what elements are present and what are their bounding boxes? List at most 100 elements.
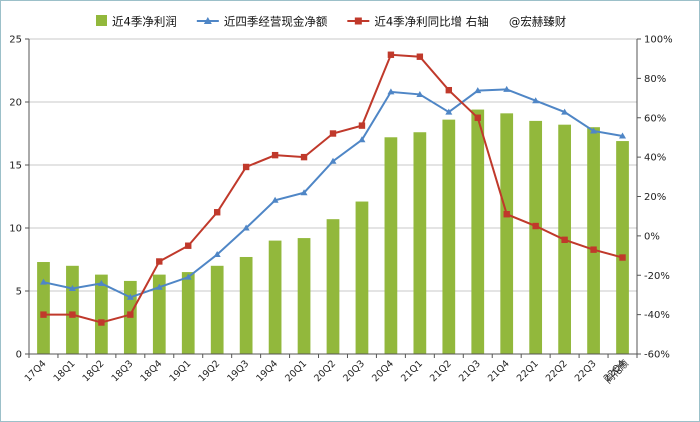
- right-tick-label: 40%: [644, 153, 666, 164]
- cashflow-point: [590, 127, 598, 134]
- x-tick-label: 19Q1: [167, 358, 193, 384]
- right-tick-label: -20%: [644, 271, 670, 282]
- yoy-growth-point: [213, 209, 221, 216]
- x-tick-label: 21Q4: [486, 358, 512, 384]
- legend-label: 近四季经营现金净额: [224, 15, 328, 29]
- bar: [95, 274, 108, 354]
- cashflow-point: [184, 273, 192, 280]
- yoy-growth-point: [242, 163, 250, 171]
- left-tick-label: 0: [16, 350, 22, 361]
- bar: [384, 137, 398, 354]
- left-axis-ticks: 0 5 10 15 20 25: [9, 35, 29, 361]
- cashflow-point: [155, 283, 163, 290]
- right-tick-label: 60%: [644, 113, 666, 124]
- yoy-growth-point: [271, 151, 279, 159]
- left-tick-label: 5: [16, 287, 22, 298]
- legend-swatch-bar: [96, 15, 107, 26]
- cashflow-point: [416, 90, 424, 97]
- yoy-growth-point: [329, 130, 337, 137]
- yoy-growth-point: [532, 222, 539, 230]
- x-tick-label: 19Q2: [196, 358, 222, 384]
- right-tick-label: 80%: [644, 74, 666, 85]
- cashflow-point: [68, 284, 76, 291]
- bar: [413, 132, 427, 354]
- bar: [616, 141, 629, 354]
- yoy-growth-point: [474, 114, 481, 121]
- x-tick-label: 18Q3: [110, 358, 136, 384]
- yoy-growth-point: [127, 311, 134, 318]
- right-tick-label: 0%: [644, 231, 660, 242]
- cashflow-point: [474, 87, 482, 94]
- left-tick-label: 25: [9, 35, 22, 46]
- x-tick-label: 20Q2: [312, 358, 338, 384]
- x-tick-label: 21Q1: [399, 358, 425, 384]
- yoy-growth-point: [69, 311, 76, 318]
- x-tick-label: 19Q3: [225, 358, 251, 384]
- bar: [181, 272, 195, 354]
- bar: [355, 201, 369, 354]
- right-tick-label: -40%: [644, 310, 670, 321]
- cashflow-point: [387, 88, 395, 95]
- x-tick-label: 17Q4: [23, 358, 49, 384]
- cashflow-point: [126, 293, 134, 300]
- bar: [37, 262, 50, 354]
- line-series: [39, 51, 627, 326]
- bar: [500, 113, 514, 354]
- yoy-growth-point: [185, 242, 192, 249]
- right-tick-label: 100%: [644, 35, 673, 46]
- yoy-growth-point: [503, 211, 510, 218]
- legend-watermark: @宏赫臻财: [509, 15, 567, 29]
- bar: [587, 127, 600, 354]
- yoy-growth-point: [387, 51, 395, 58]
- left-tick-label: 15: [9, 161, 22, 172]
- cashflow-point: [561, 108, 569, 115]
- cashflow-point: [271, 196, 279, 203]
- legend-label: 近4季净利润: [112, 15, 177, 29]
- yoy-growth-point: [156, 258, 163, 265]
- left-tick-label: 20: [9, 98, 22, 109]
- x-tick-label: 22Q3: [573, 358, 599, 384]
- yoy-growth-point: [590, 246, 597, 253]
- yoy-growth-point: [619, 254, 626, 261]
- bar-series: [37, 109, 629, 355]
- bar: [471, 109, 485, 354]
- x-tick-label: 20Q3: [341, 358, 367, 384]
- bar: [66, 265, 79, 354]
- right-axis-ticks: -60% -40% -20% 0% 20% 40% 60% 80% 100%: [637, 35, 673, 361]
- yoy-growth-point: [445, 86, 453, 94]
- x-tick-label: 22Q1: [515, 358, 541, 384]
- yoy-growth-point: [561, 236, 568, 244]
- cashflow-point: [329, 157, 337, 164]
- cashflow-point: [97, 279, 105, 286]
- left-tick-label: 10: [9, 224, 22, 235]
- right-tick-label: 20%: [644, 192, 666, 203]
- bar: [442, 119, 456, 354]
- x-tick-label: 20Q4: [370, 358, 396, 384]
- x-tick-label: 21Q3: [457, 358, 483, 384]
- yoy-growth-point: [416, 53, 424, 60]
- x-axis-ticks: 17Q4 18Q1 18Q2 18Q3 18Q4 19Q1 19Q2 19Q3 19Q4 20Q1…: [23, 354, 638, 384]
- x-tick-label: 19Q4: [254, 358, 280, 384]
- yoy-growth-point: [40, 311, 47, 318]
- bar: [297, 238, 311, 354]
- cashflow-point: [619, 132, 627, 139]
- x-tick-label: 18Q1: [52, 358, 78, 384]
- x-tick-label: 22Q2: [544, 358, 570, 384]
- x-tick-label: 18Q2: [81, 358, 107, 384]
- bar: [239, 256, 253, 354]
- cashflow-point: [39, 278, 47, 285]
- legend-marker-square: [354, 17, 362, 25]
- bar: [268, 240, 282, 354]
- cashflow-point: [532, 97, 540, 104]
- cashflow-point: [503, 85, 511, 92]
- right-tick-label: -60%: [644, 350, 670, 361]
- cashflow-point: [300, 189, 308, 196]
- cashflow-point: [242, 224, 250, 231]
- bar: [529, 120, 543, 355]
- bar: [152, 274, 166, 354]
- legend-label: 近4季净利同比增 右轴: [374, 15, 488, 29]
- bar: [210, 265, 224, 354]
- cashflow-point: [445, 108, 453, 115]
